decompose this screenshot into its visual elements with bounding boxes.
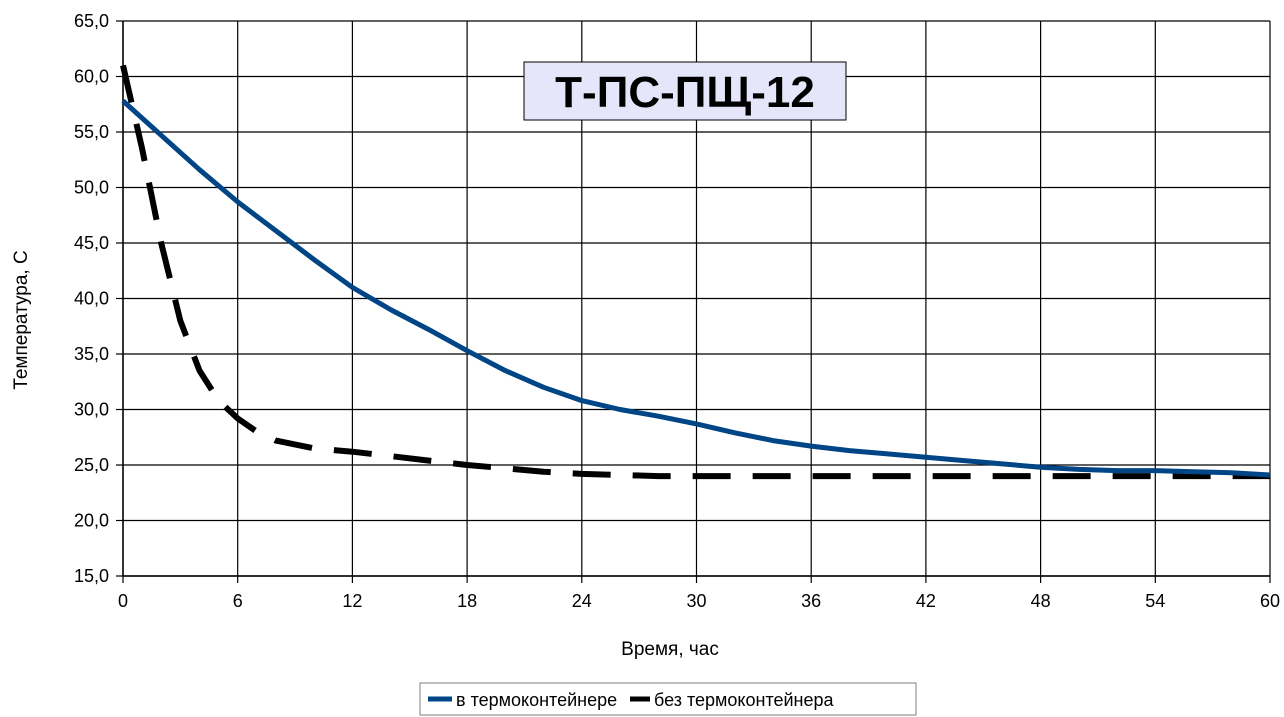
y-tick-label-6: 45,0 [74, 233, 109, 253]
x-tick-label-6: 36 [801, 591, 821, 611]
legend-box [419, 682, 917, 716]
legend-label-series-2: без термоконтейнера [654, 690, 835, 710]
series-line-1 [121, 99, 1271, 478]
x-tick-label-1: 6 [233, 591, 243, 611]
y-tick-label-5: 40,0 [74, 289, 109, 309]
legend-label-series-1: в термоконтейнере [456, 690, 617, 710]
chart-title: Т-ПС-ПЩ-12 [555, 68, 815, 117]
x-tick-label-3: 18 [457, 591, 477, 611]
y-tick-label-9: 60,0 [74, 67, 109, 87]
x-tick-label-7: 42 [916, 591, 936, 611]
grid [122, 20, 1271, 577]
y-tick-label-2: 25,0 [74, 455, 109, 475]
x-tick-label-10: 60 [1260, 591, 1280, 611]
y-ticks: 15,0 20,0 25,0 30,0 35,0 40,0 45,0 50,0 55,0 60,0… [74, 11, 123, 586]
chart-title-box: Т-ПС-ПЩ-12 [523, 61, 847, 121]
y-tick-label-7: 50,0 [74, 178, 109, 198]
y-tick-label-8: 55,0 [74, 122, 109, 142]
x-tick-label-4: 24 [572, 591, 592, 611]
x-axis-title: Время, час [621, 639, 719, 660]
x-tick-label-0: 0 [118, 591, 128, 611]
y-tick-label-3: 30,0 [74, 400, 109, 420]
x-tick-label-5: 30 [686, 591, 706, 611]
y-tick-label-10: 65,0 [74, 11, 109, 31]
x-tick-label-9: 54 [1145, 591, 1165, 611]
legend: в термоконтейнере без термоконтейнера [419, 682, 917, 716]
chart-title-background [523, 61, 847, 121]
y-tick-label-1: 20,0 [74, 511, 109, 531]
x-tick-label-2: 12 [342, 591, 362, 611]
x-ticks: 0 6 12 18 24 30 36 42 48 54 60 [118, 576, 1280, 611]
y-tick-label-0: 15,0 [74, 566, 109, 586]
y-axis-title: Температура, С [11, 250, 32, 389]
series-group [120, 64, 1271, 480]
y-tick-label-4: 35,0 [74, 344, 109, 364]
x-tick-label-8: 48 [1031, 591, 1051, 611]
